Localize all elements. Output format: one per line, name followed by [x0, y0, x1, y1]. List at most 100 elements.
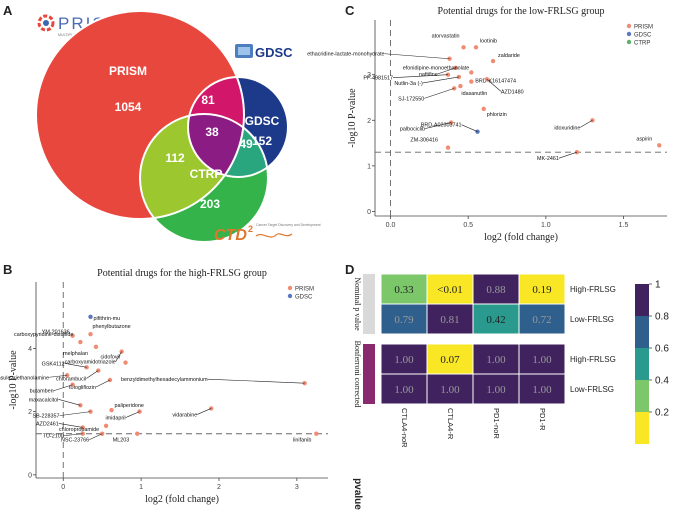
- panel-d-letter: D: [345, 262, 355, 277]
- data-point: [78, 339, 83, 345]
- venn-count-prism-only: 1054: [115, 100, 142, 114]
- point-label: atorvastatin: [432, 33, 460, 39]
- point-label: zaldaride: [498, 53, 520, 59]
- data-point: [461, 45, 466, 50]
- heatmap-cell: [380, 273, 428, 305]
- ctd2-logo-text: CTD: [214, 227, 247, 244]
- heatmap-cell: [472, 303, 520, 335]
- label-leader-line: [580, 120, 593, 128]
- label-leader-line: [53, 384, 73, 392]
- heatmap-row-label: Low-FRLSG: [570, 385, 614, 394]
- point-label: ZM-306416: [410, 138, 438, 144]
- data-point: [657, 143, 662, 148]
- legend-marker: [287, 293, 293, 299]
- label-leader-line: [89, 433, 103, 441]
- data-point: [445, 145, 451, 150]
- x-tick-label: 1.0: [541, 222, 551, 229]
- y-tick-label: 0: [28, 472, 32, 479]
- heatmap-cell-value: 0.79: [394, 314, 414, 326]
- point-label: chloropropamide: [59, 427, 99, 433]
- label-leader-line: [59, 411, 91, 416]
- colorbar-tick-label: 0.6: [655, 344, 669, 355]
- point-label: YM-201636: [42, 330, 70, 336]
- x-tick-label: 1: [139, 484, 143, 491]
- label-leader-line: [422, 76, 459, 84]
- point-label: palbociclib: [400, 127, 425, 133]
- panel-b-scatter: Potential drugs for the high-FRLSG group…: [0, 268, 328, 505]
- heatmap-column-label: PD1-noR: [492, 408, 501, 439]
- point-label: phlorizin: [487, 112, 507, 118]
- group-bar: [363, 274, 375, 334]
- point-label: tofogliflozin: [69, 385, 96, 391]
- point-label: paliperidone: [115, 403, 144, 409]
- ctd2-logo-sup: 2: [248, 224, 253, 234]
- heatmap-cell-value: 1.00: [394, 354, 414, 366]
- point-label: BRD-K16147474: [475, 79, 516, 85]
- panel-c-scatter: Potential drugs for the low-FRLSG group 0…: [307, 6, 667, 243]
- point-label: ecamsule-triethanolamine: [0, 375, 49, 381]
- label-leader-line: [424, 88, 455, 99]
- data-point: [302, 380, 307, 386]
- venn-label-prism: PRISM: [109, 64, 147, 78]
- label-leader-line: [115, 351, 122, 362]
- label-leader-line: [58, 399, 81, 406]
- y-tick-label: 4: [28, 346, 32, 353]
- heatmap-cell-value: 1.00: [532, 384, 552, 396]
- point-label: NSC-23766: [61, 438, 89, 444]
- venn-region-all-three: [188, 114, 244, 177]
- ctd2-logo-tagline: Cancer Target Discovery and Development: [256, 223, 321, 227]
- label-leader-line: [95, 379, 111, 388]
- point-label: BRD-A02303741: [421, 123, 462, 129]
- label-leader-line: [125, 411, 140, 418]
- heatmap-column-label: CTLA4-R: [446, 408, 455, 440]
- venn-count-prism-ctrp: 112: [165, 151, 185, 165]
- x-axis-label: log2 (fold change): [484, 232, 558, 243]
- heatmap-title: pvalue: [352, 478, 363, 510]
- data-point: [135, 431, 140, 436]
- label-leader-line: [461, 124, 478, 132]
- colorbar-tick-label: 1: [655, 280, 661, 291]
- data-point: [469, 79, 474, 84]
- point-label: aspirin: [636, 136, 652, 142]
- label-leader-line: [58, 423, 83, 428]
- heatmap-cell-value: 0.07: [440, 354, 460, 366]
- point-label: SB-228357: [33, 414, 60, 420]
- heatmap-cell: [380, 343, 428, 375]
- group-label: Nominal p value: [353, 277, 362, 331]
- panel-b-letter: B: [3, 262, 13, 277]
- x-tick-label: 0.5: [463, 222, 473, 229]
- heatmap-cell: [472, 273, 520, 305]
- label-leader-line: [197, 408, 212, 415]
- point-label: maxacalcitol: [29, 397, 59, 403]
- data-point: [107, 377, 113, 383]
- data-point: [574, 149, 580, 155]
- colorbar-tick-label: 0.8: [655, 312, 669, 323]
- y-tick-label: 2: [28, 409, 32, 416]
- heatmap-row-label: High-FRLSG: [570, 355, 616, 364]
- point-label: TU-2100: [43, 434, 64, 440]
- point-label: SJ-172550: [398, 96, 424, 102]
- panel-a-letter: A: [3, 3, 13, 18]
- point-label: AZD1480: [501, 89, 524, 95]
- data-point: [123, 360, 128, 365]
- panel-c-letter: C: [345, 3, 355, 18]
- x-tick-label: 0.0: [386, 222, 396, 229]
- point-label: pifithrin-mu: [94, 316, 121, 322]
- data-point: [88, 314, 93, 319]
- heatmap-cell-value: 0.72: [532, 314, 551, 326]
- legend-marker: [626, 31, 632, 37]
- point-label: vidarabine: [172, 412, 197, 418]
- y-tick-label: 1: [367, 163, 371, 170]
- point-label: PF-4981517: [363, 76, 393, 82]
- colorbar-segment: [635, 284, 649, 316]
- heatmap-cell-value: 0.19: [532, 284, 552, 296]
- heatmap-cell: [380, 373, 428, 405]
- heatmap-cell: [380, 303, 428, 335]
- heatmap-cell-value: 1.00: [440, 384, 460, 396]
- data-point: [78, 403, 83, 408]
- legend-label: PRISM: [634, 24, 653, 30]
- data-point: [84, 365, 89, 370]
- heatmap-cell: [518, 373, 566, 405]
- x-tick-label: 3: [295, 484, 299, 491]
- point-label: carboxyamidotriazole: [65, 360, 116, 366]
